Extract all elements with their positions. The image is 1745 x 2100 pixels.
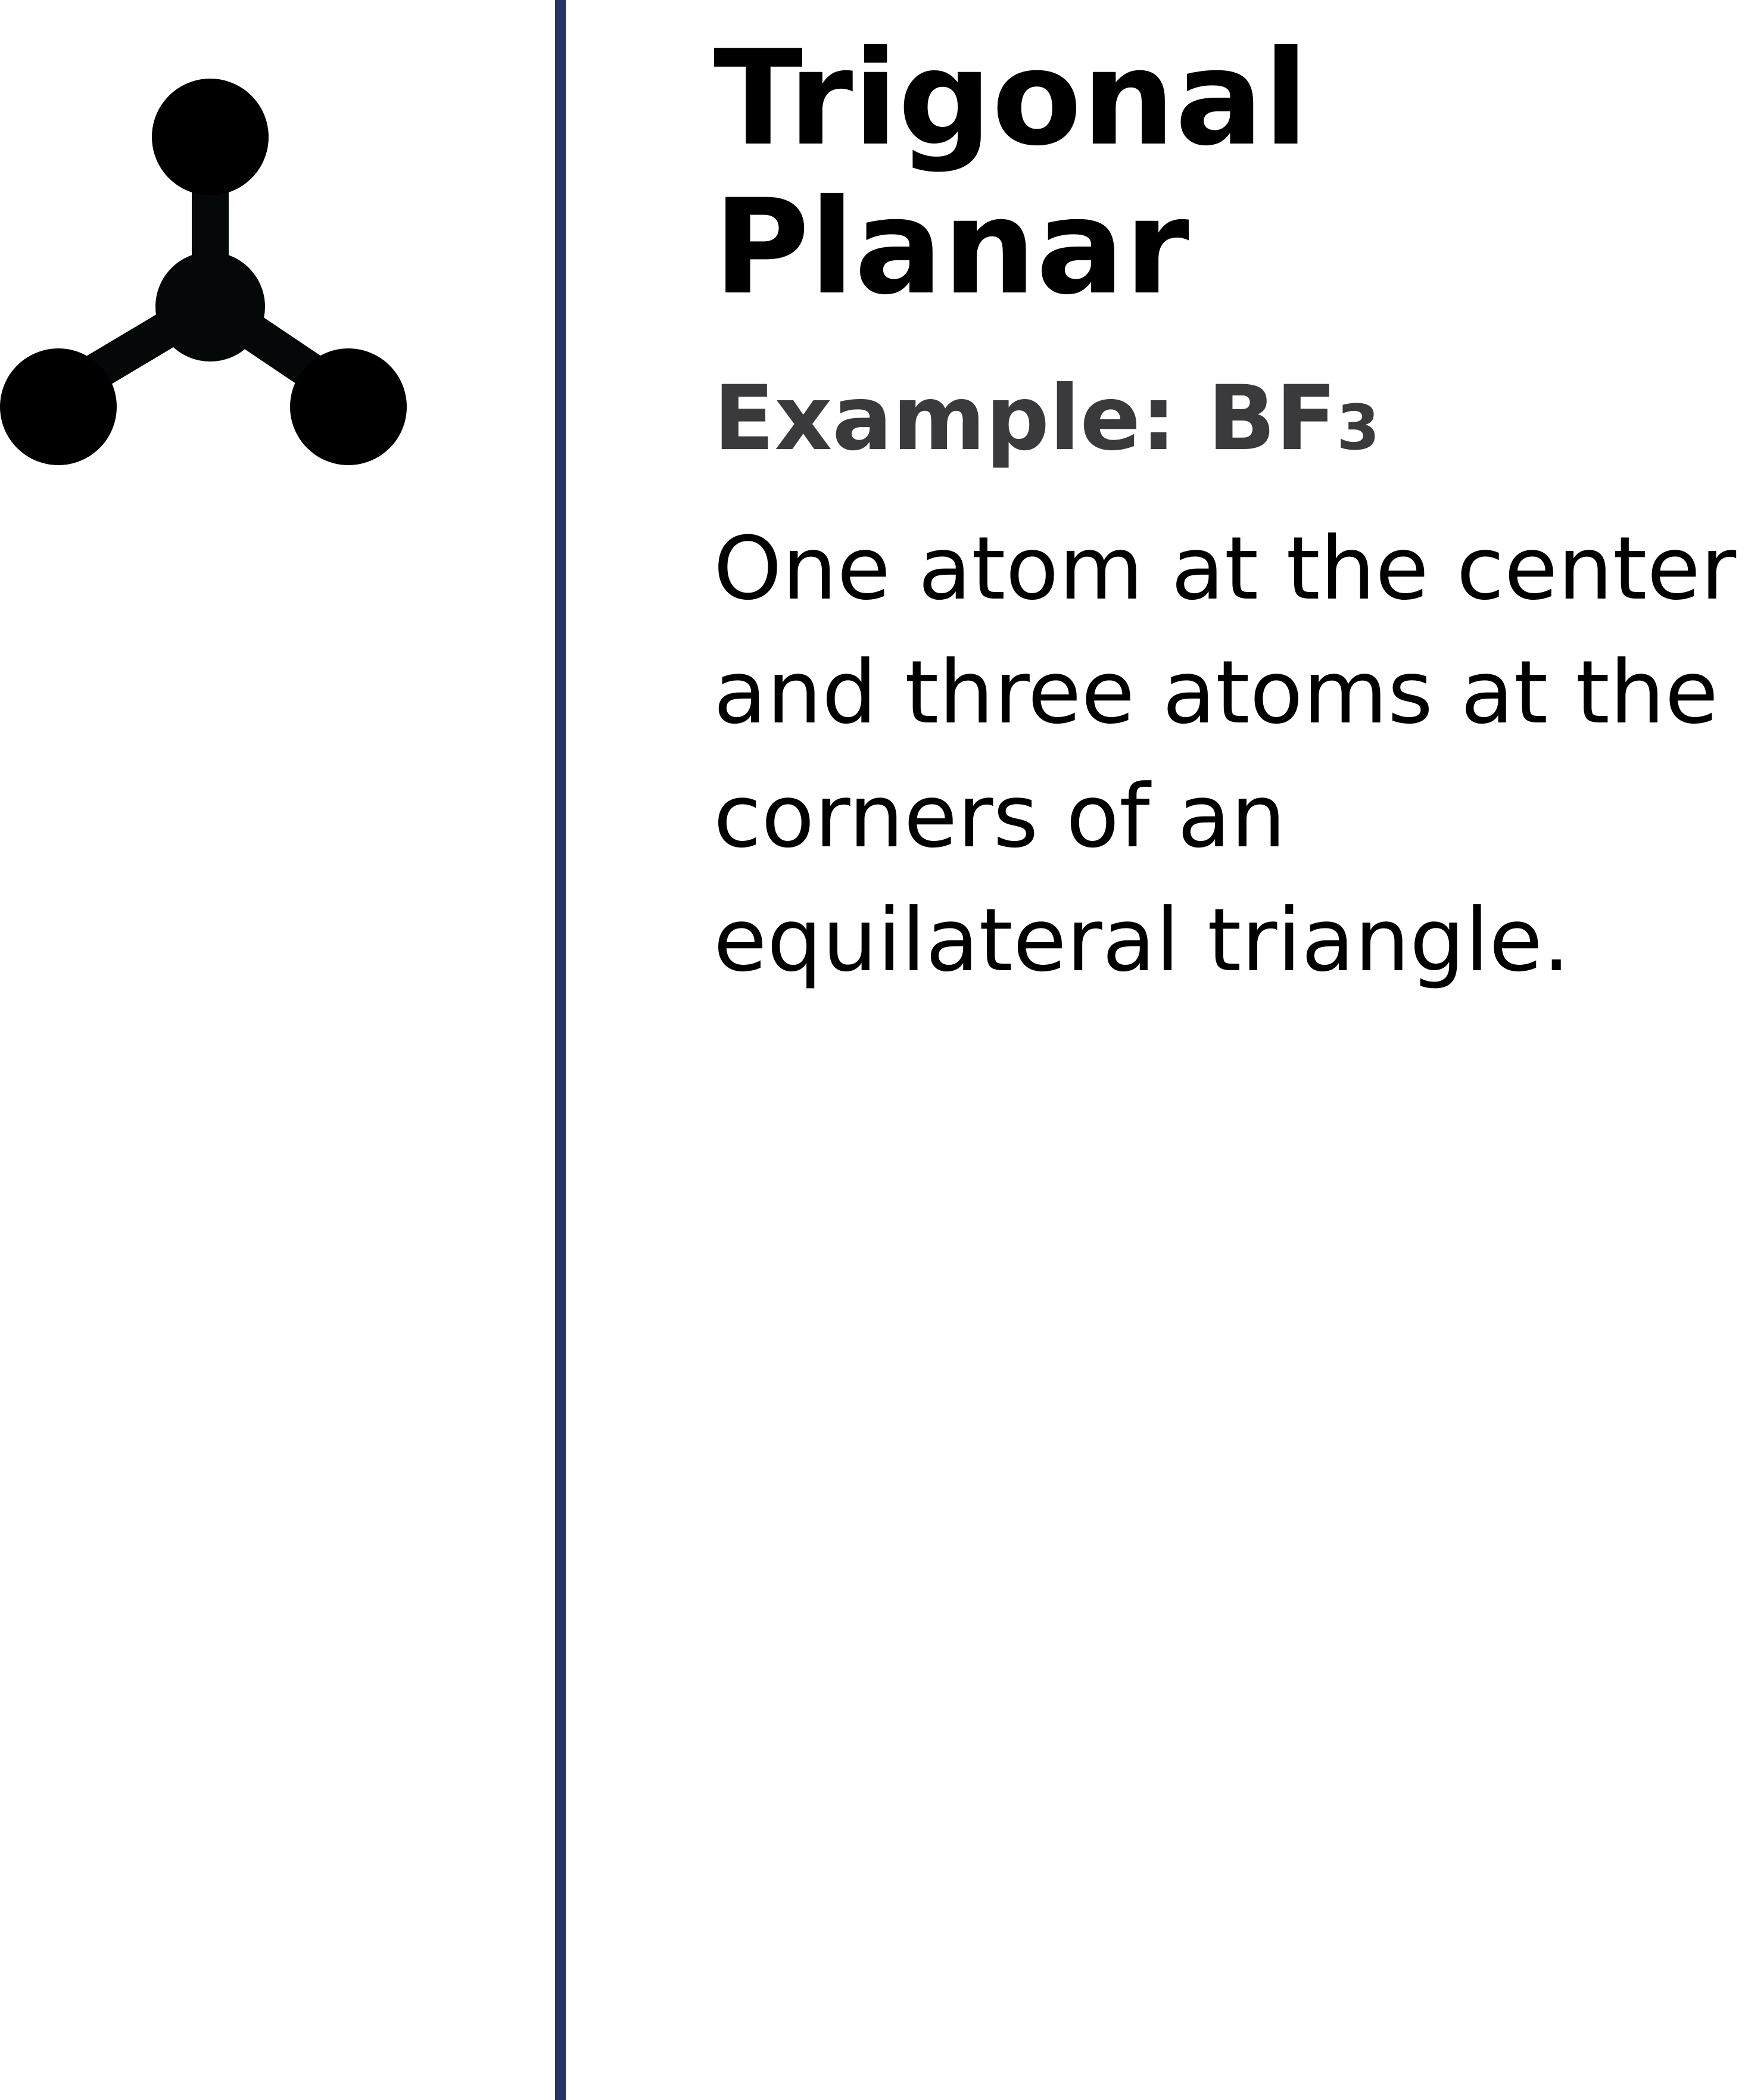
- example-line: Example: BF3: [713, 368, 1738, 478]
- example-label: Example:: [713, 367, 1208, 471]
- vertical-divider: [555, 0, 566, 2100]
- atom-center: [155, 252, 265, 362]
- title-line-2: Planar: [713, 171, 1189, 323]
- info-panel: Trigonal Planar Example: BF3 One atom at…: [713, 24, 1738, 1002]
- title-line-1: Trigonal: [713, 22, 1308, 175]
- trigonal-planar-molecule-icon: [0, 79, 407, 465]
- atom-top: [152, 79, 269, 195]
- atom-left: [0, 348, 117, 465]
- example-formula-subscript: 3: [1336, 391, 1380, 464]
- example-formula: BF: [1207, 367, 1337, 471]
- page-title: Trigonal Planar: [713, 24, 1738, 322]
- shape-description: One atom at the center and three atoms a…: [713, 518, 1737, 991]
- atom-right: [290, 348, 407, 465]
